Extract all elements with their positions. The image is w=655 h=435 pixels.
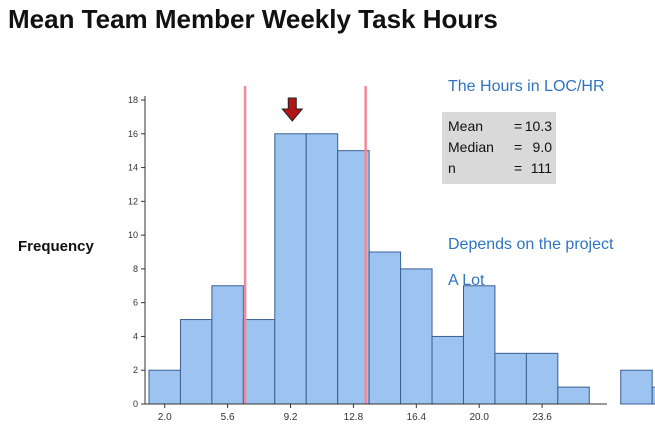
histogram-bar [368, 251, 402, 405]
stat-n-eq: = [514, 160, 523, 176]
histogram-bar [274, 133, 307, 405]
annotation-note-2: A Lot [448, 272, 485, 289]
median-arrow [281, 97, 304, 122]
y-tick-label: 16 [128, 129, 138, 139]
annotation-heading: The Hours in LOC/HR [448, 78, 605, 95]
x-tick-label: 12.8 [344, 412, 364, 423]
y-tick-label: 8 [133, 264, 138, 274]
stat-n: n = 111 [448, 160, 552, 180]
stat-mean: Mean = 10.3 [448, 118, 552, 138]
annotation-note-1: Depends on the project [448, 236, 614, 253]
y-tick-label: 2 [133, 365, 138, 375]
y-tick-label: 18 [128, 95, 138, 105]
histogram-bar [431, 335, 464, 405]
stats-box: Mean = 10.3 Median = 9.0 n = 111 [442, 112, 556, 184]
stat-mean-name: Mean [448, 118, 484, 134]
histogram-bar [179, 319, 213, 405]
histogram-bar [462, 285, 496, 405]
y-tick-label: 0 [133, 399, 138, 409]
x-tick-label: 16.4 [407, 412, 427, 423]
y-tick-label: 10 [128, 230, 138, 240]
histogram-bar [337, 150, 370, 405]
y-tick-label: 4 [133, 331, 138, 341]
histogram-bar [557, 386, 590, 405]
stat-median-value: 9.0 [532, 139, 552, 155]
stat-n-value: 111 [530, 160, 552, 176]
histogram-bar [242, 319, 276, 405]
histogram-bar [305, 133, 339, 405]
x-tick-label: 9.2 [284, 412, 298, 423]
histogram-bar [620, 369, 653, 405]
histogram-bars [148, 133, 655, 405]
reference-lines [243, 86, 367, 404]
y-tick-label: 14 [128, 163, 138, 173]
stat-mean-eq: = [514, 118, 523, 134]
chart-title: Mean Team Member Weekly Task Hours [8, 4, 498, 34]
histogram-bar [494, 352, 527, 405]
y-axis-label: Frequency [18, 238, 94, 255]
histogram-bar [211, 285, 244, 405]
down-arrow-icon [281, 97, 304, 122]
stat-median-eq: = [514, 139, 523, 155]
y-tick-label: 6 [133, 298, 138, 308]
histogram-bar [148, 369, 181, 405]
histogram-bar [400, 268, 433, 405]
stat-n-name: n [448, 160, 456, 176]
axes: 0 2 4 6 8 10 12 14 16 18 2.0 5.6 9.2 12.8 16.4 20.0 23.6 [128, 95, 607, 423]
x-tick-label: 23.6 [532, 412, 552, 423]
stat-mean-value: 10.3 [524, 118, 552, 134]
histogram-bar [525, 352, 559, 405]
stat-median: Median = 9.0 [448, 139, 552, 159]
y-tick-label: 12 [128, 196, 138, 206]
x-tick-label: 2.0 [158, 412, 172, 423]
x-tick-label: 5.6 [221, 412, 235, 423]
stat-median-name: Median [448, 139, 494, 155]
histogram-bar [651, 386, 655, 405]
x-tick-label: 20.0 [469, 412, 489, 423]
